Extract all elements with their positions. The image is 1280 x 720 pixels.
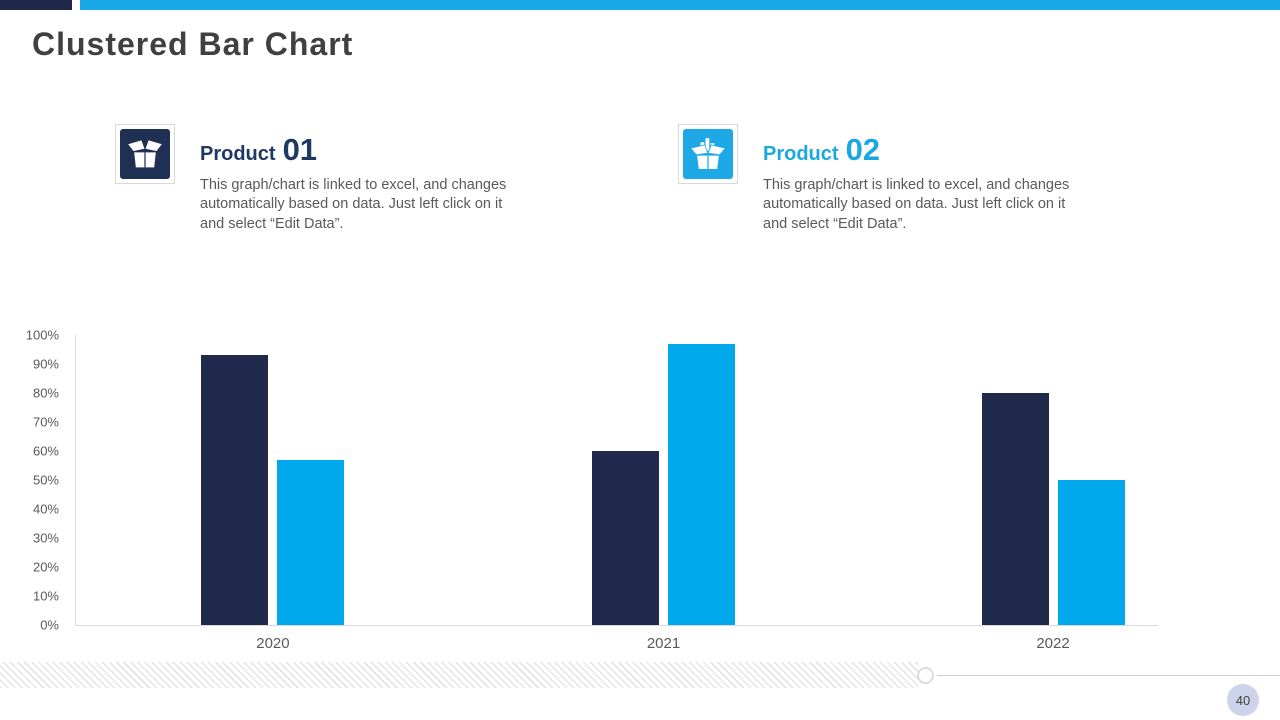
product-02-heading: Product 02 [763,132,880,168]
y-axis-labels: 0% 10% 20% 30% 40% 50% 60% 70% 80% 90% 100% [0,328,67,633]
clustered-bar-chart: 0% 10% 20% 30% 40% 50% 60% 70% 80% 90% 100% 2020 20… [0,328,1280,665]
bar-2020-product-01 [201,355,269,625]
bar-2021-product-02 [668,343,736,625]
product-02-number: 02 [845,132,881,167]
y-axis-tick-label: 70% [32,414,59,430]
progress-knob-icon [917,667,934,684]
page-title: Clustered Bar Chart [32,26,354,62]
bar-2021-product-01 [592,451,660,625]
product-01-number: 01 [282,132,318,167]
y-axis-tick-label: 60% [32,443,59,459]
x-axis-category-label: 2020 [256,635,290,652]
y-axis-tick-label: 80% [32,385,59,401]
y-axis-tick-label: 100% [25,327,59,343]
bar-plot: 2020 2021 2022 [75,335,1158,652]
product-01-heading: Product 01 [200,132,317,168]
y-axis-tick-label: 40% [32,501,59,517]
product-01-label: Product [200,143,276,165]
y-axis-tick-label: 30% [32,530,59,546]
open-box-chart-icon [683,129,733,179]
y-axis-tick-label: 50% [32,472,59,488]
bar-2022-product-01 [981,393,1049,625]
y-axis-tick-label: 0% [40,617,59,633]
product-01-icon-frame [115,124,175,184]
y-axis-tick-label: 10% [32,588,59,604]
progress-hatch-band [0,662,918,688]
bar-2022-product-02 [1057,480,1125,625]
progress-line [937,675,1280,676]
product-02-description: This graph/chart is linked to excel, and… [763,177,1070,232]
x-axis-category-label: 2022 [1036,635,1070,652]
y-axis-tick-label: 20% [32,559,59,575]
x-axis-category-label: 2021 [646,635,681,652]
open-box-icon [120,129,170,179]
page-number-badge: 40 [1227,684,1259,716]
page-number: 40 [1235,692,1251,708]
product-02-label: Product [763,143,839,165]
product-02-icon-frame [678,124,738,184]
y-axis-tick-label: 90% [32,356,59,372]
header-accent-navy-bar [0,0,72,10]
product-01-block: Product 01 This graph/chart is linked to… [115,124,555,254]
header-accent-cyan-bar [80,0,1280,10]
bar-2020-product-02 [277,459,345,625]
product-02-block: Product 02 This graph/chart is linked to… [678,124,1118,254]
product-01-description: This graph/chart is linked to excel, and… [200,177,507,232]
